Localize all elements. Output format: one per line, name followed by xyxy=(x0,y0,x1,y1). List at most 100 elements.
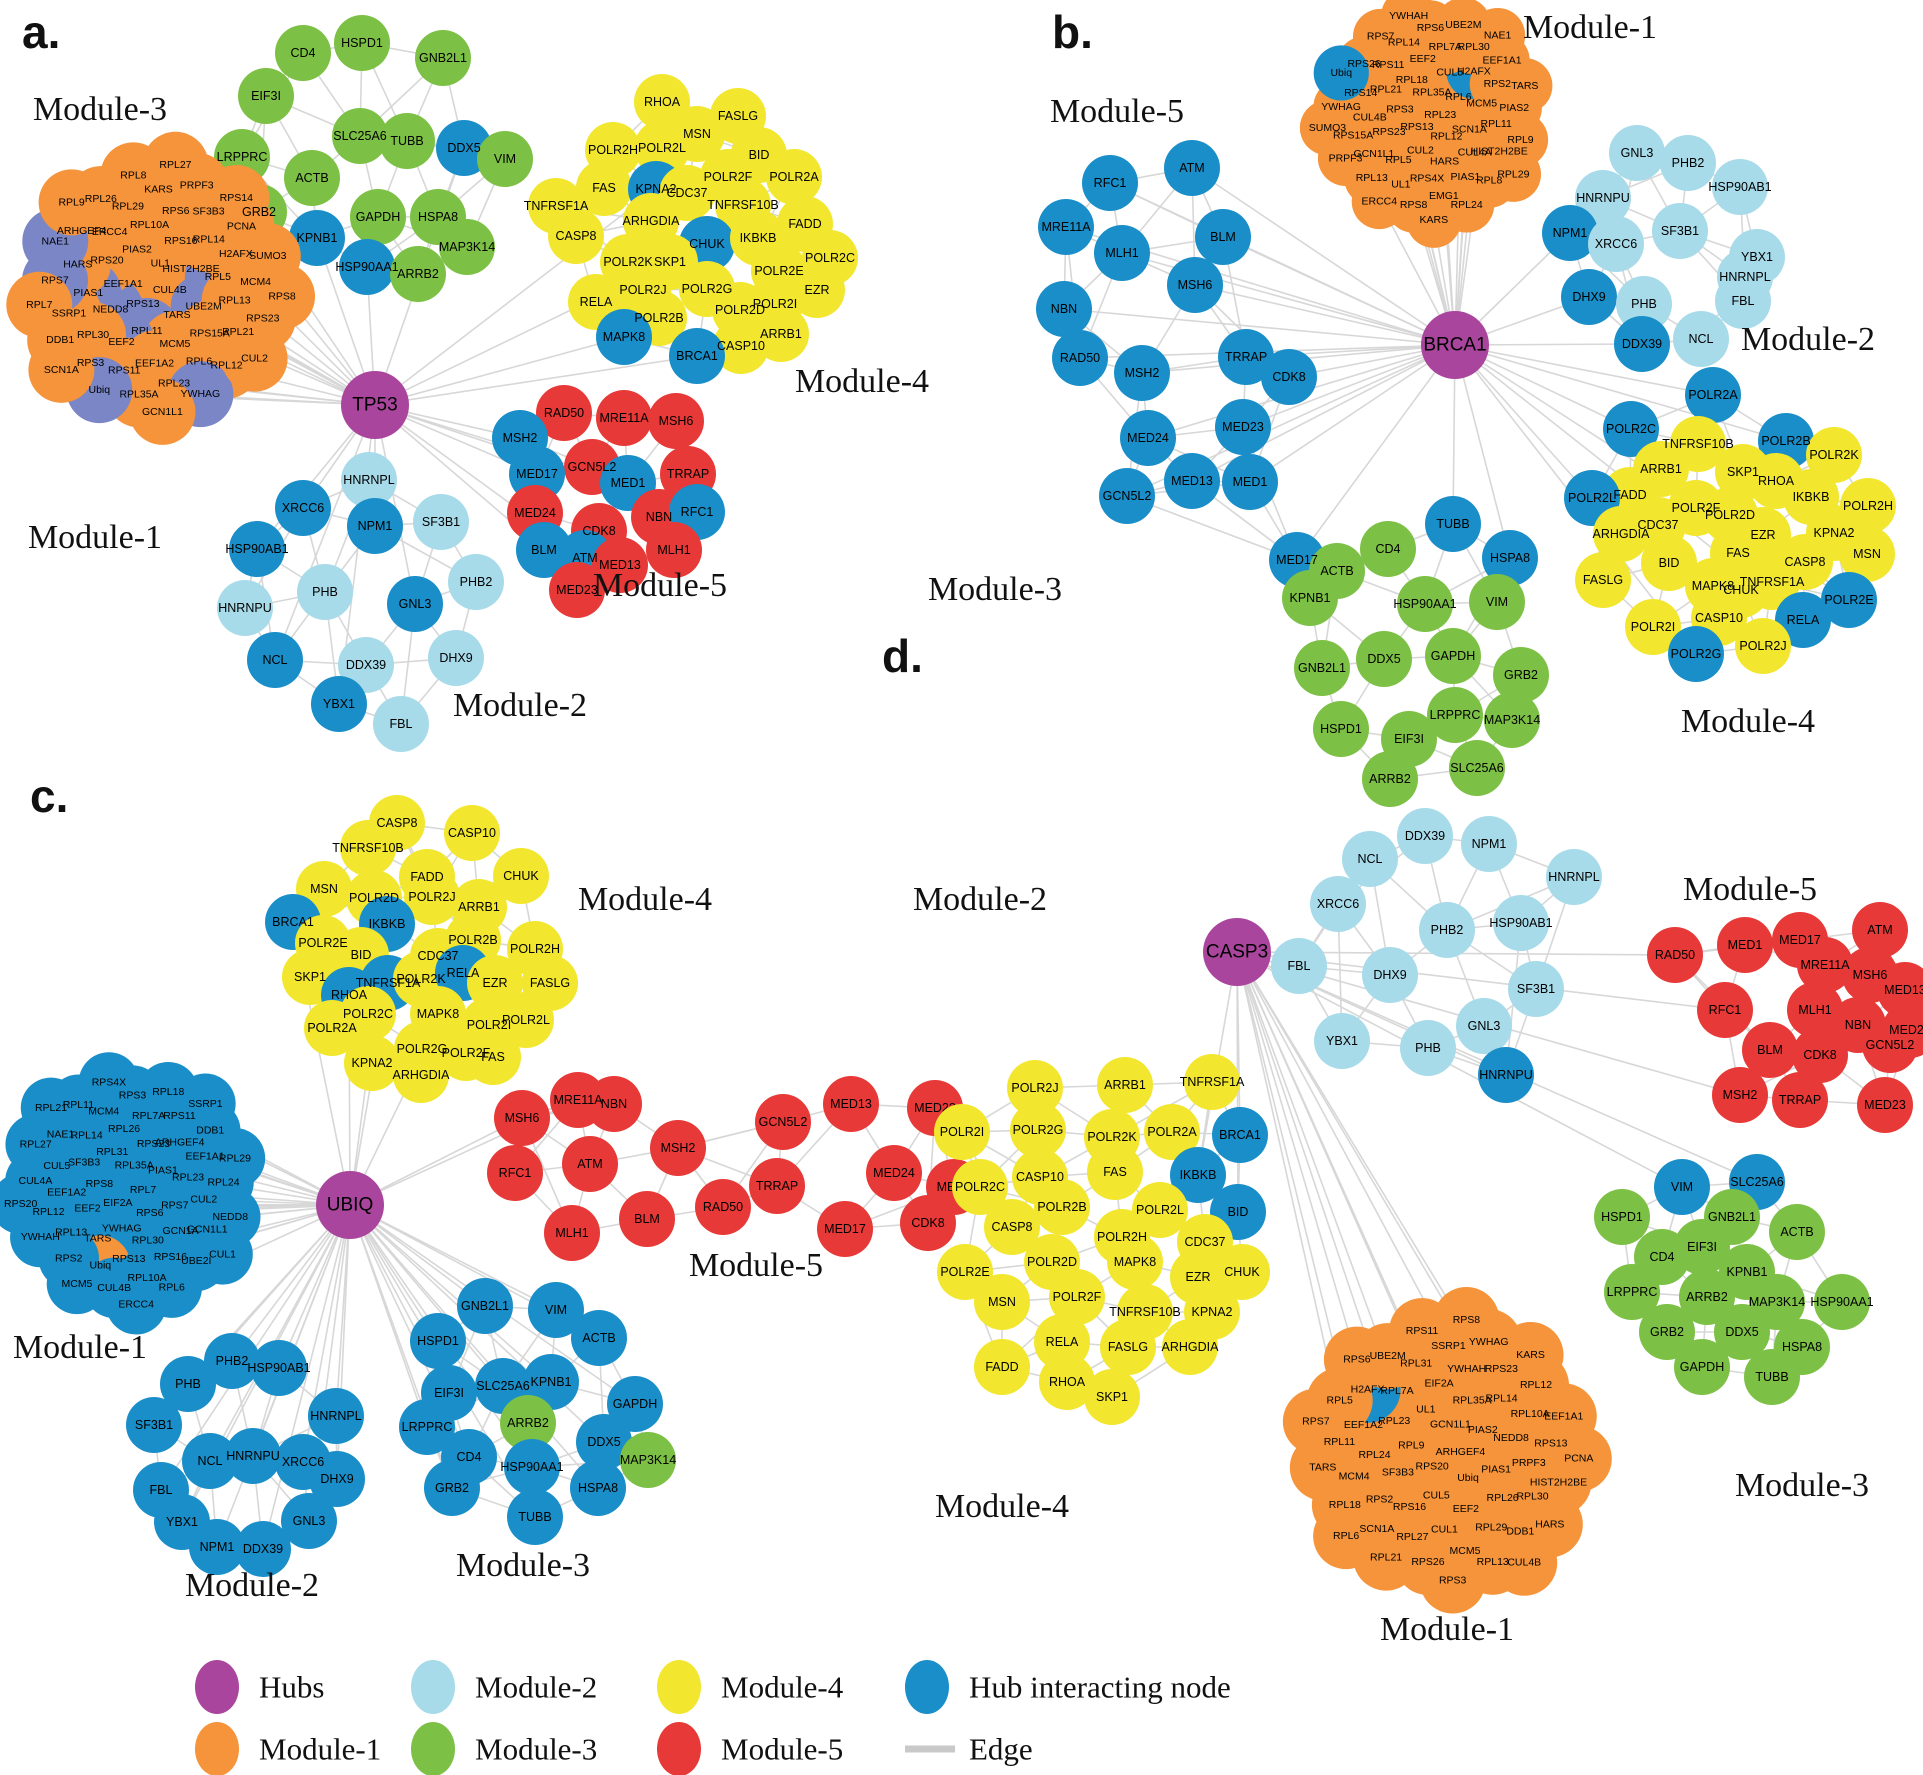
node-hspd1[interactable] xyxy=(1313,701,1369,757)
node-hnrnpu[interactable] xyxy=(225,1428,281,1484)
node-cdk8[interactable] xyxy=(1792,1027,1848,1083)
node-hspa8[interactable] xyxy=(1482,530,1538,586)
node-kars[interactable] xyxy=(1406,192,1462,248)
node-faslg[interactable] xyxy=(1575,552,1631,608)
node-nae1[interactable] xyxy=(1470,7,1526,64)
node-mapk8[interactable] xyxy=(1107,1234,1163,1290)
node-kpnb1[interactable] xyxy=(523,1354,579,1410)
node-mlh1[interactable] xyxy=(1787,982,1843,1038)
node-arrb2[interactable] xyxy=(390,246,446,302)
node-arrb2[interactable] xyxy=(500,1395,556,1451)
node-sf3b1[interactable] xyxy=(1652,203,1708,259)
node-tubb[interactable] xyxy=(1425,496,1481,552)
node-med24[interactable] xyxy=(866,1145,922,1201)
node-kpnb1[interactable] xyxy=(1282,570,1338,626)
node-rps6[interactable] xyxy=(1323,1326,1390,1393)
node-ncl[interactable] xyxy=(1342,831,1398,887)
node-polr2e[interactable] xyxy=(937,1244,993,1300)
node-rfc1[interactable] xyxy=(1082,155,1138,211)
node-eif3i[interactable] xyxy=(238,68,294,124)
node-polr2l[interactable] xyxy=(634,120,690,176)
node-polr2i[interactable] xyxy=(1625,599,1681,655)
node-gnb2l1[interactable] xyxy=(415,30,471,86)
node-polr2c[interactable] xyxy=(952,1159,1008,1215)
node-skp1[interactable] xyxy=(1084,1369,1140,1425)
node-polr2j[interactable] xyxy=(404,869,460,925)
node-mapk8[interactable] xyxy=(596,309,652,365)
node-hsp90aa1[interactable] xyxy=(339,239,395,295)
node-rfc1[interactable] xyxy=(1697,982,1753,1038)
node-mre11a[interactable] xyxy=(596,390,652,446)
node-blm[interactable] xyxy=(1195,209,1251,265)
node-dhx9[interactable] xyxy=(1561,269,1617,325)
node-faslg[interactable] xyxy=(1100,1319,1156,1375)
node-chuk[interactable] xyxy=(1214,1244,1270,1300)
node-gapdh[interactable] xyxy=(1674,1339,1730,1395)
node-npm1[interactable] xyxy=(347,498,403,554)
node-phb[interactable] xyxy=(160,1356,216,1412)
node-brca1[interactable] xyxy=(669,328,725,384)
node-gnl3[interactable] xyxy=(281,1493,337,1549)
node-vim[interactable] xyxy=(528,1282,584,1338)
node-hnrnpu[interactable] xyxy=(1478,1047,1534,1103)
node-lrpprc[interactable] xyxy=(399,1399,455,1455)
node-polr2e[interactable] xyxy=(1821,572,1877,628)
node-xrcc6[interactable] xyxy=(275,480,331,536)
node-tubb[interactable] xyxy=(507,1489,563,1545)
node-atm[interactable] xyxy=(1164,140,1220,196)
node-map3k14[interactable] xyxy=(1484,692,1540,748)
node-mcm5[interactable] xyxy=(46,1253,108,1315)
node-polr2k[interactable] xyxy=(1806,427,1862,483)
node-kars[interactable] xyxy=(1497,1322,1564,1389)
node-msh2[interactable] xyxy=(1712,1067,1768,1123)
node-arhgdia[interactable] xyxy=(1593,506,1649,562)
node-casp10[interactable] xyxy=(713,318,769,374)
node-med24[interactable] xyxy=(1120,410,1176,466)
node-gapdh[interactable] xyxy=(350,189,406,245)
node-polr2g[interactable] xyxy=(1668,626,1724,682)
node-slc25a6[interactable] xyxy=(1449,740,1505,796)
node-fbl[interactable] xyxy=(1715,273,1771,329)
node-kpna2[interactable] xyxy=(344,1035,400,1091)
node-arrb1[interactable] xyxy=(1097,1057,1153,1113)
node-tars[interactable] xyxy=(1497,58,1553,114)
node-atm[interactable] xyxy=(562,1136,618,1192)
node-gcn1l1[interactable] xyxy=(129,378,196,445)
node-rps20[interactable] xyxy=(0,1173,51,1235)
node-ncl[interactable] xyxy=(182,1433,238,1489)
node-arrb2[interactable] xyxy=(1362,751,1418,807)
node-polr2c[interactable] xyxy=(1603,401,1659,457)
node-phb2[interactable] xyxy=(1419,902,1475,958)
node-xrcc6[interactable] xyxy=(1310,876,1366,932)
node-trrap[interactable] xyxy=(1772,1072,1828,1128)
node-gapdh[interactable] xyxy=(607,1376,663,1432)
node-hnrnpl[interactable] xyxy=(308,1388,364,1444)
node-phb2[interactable] xyxy=(1660,135,1716,191)
node-hsp90ab1[interactable] xyxy=(1493,895,1549,951)
node-nbn[interactable] xyxy=(1036,281,1092,337)
node-med1[interactable] xyxy=(1222,454,1278,510)
node-ikbkb[interactable] xyxy=(1170,1147,1226,1203)
node-hspd1[interactable] xyxy=(1594,1189,1650,1245)
node-hspd1[interactable] xyxy=(334,15,390,71)
node-rad50[interactable] xyxy=(536,385,592,441)
node-bid[interactable] xyxy=(1641,535,1697,591)
node-trrap[interactable] xyxy=(1218,329,1274,385)
node-mre11a[interactable] xyxy=(1797,937,1853,993)
node-map3k14[interactable] xyxy=(620,1432,676,1488)
node-msh2[interactable] xyxy=(1114,345,1170,401)
node-med1[interactable] xyxy=(1717,917,1773,973)
node-ybx1[interactable] xyxy=(1314,1013,1370,1069)
node-grb2[interactable] xyxy=(1493,647,1549,703)
node-dhx9[interactable] xyxy=(1362,947,1418,1003)
node-sumo3[interactable] xyxy=(1299,100,1356,156)
node-rhoa[interactable] xyxy=(1039,1354,1095,1410)
node-polr2a[interactable] xyxy=(304,1000,360,1056)
node-ddx39[interactable] xyxy=(338,637,394,693)
node-rfc1[interactable] xyxy=(487,1145,543,1201)
node-msh6[interactable] xyxy=(648,393,704,449)
node-ddx39[interactable] xyxy=(1397,808,1453,864)
node-rpl27[interactable] xyxy=(142,131,209,198)
node-scn1a[interactable] xyxy=(28,336,95,403)
node-blm[interactable] xyxy=(1742,1022,1798,1078)
